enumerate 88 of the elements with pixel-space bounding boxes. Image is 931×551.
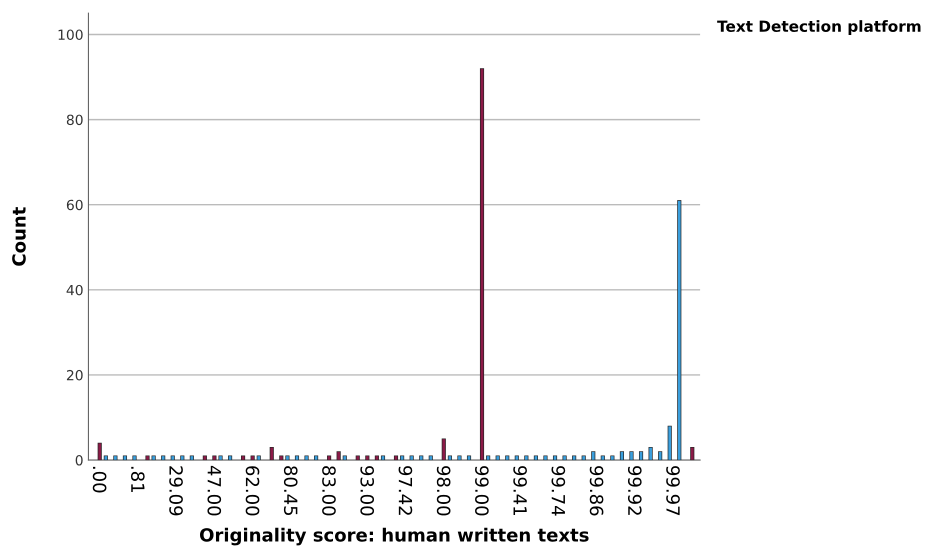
- bar: [294, 455, 300, 460]
- bar: [410, 455, 414, 460]
- bar: [486, 455, 490, 460]
- x-tick-label: 99.97: [666, 466, 680, 516]
- bar: [145, 455, 150, 460]
- bar: [524, 455, 528, 460]
- bar: [241, 455, 246, 460]
- bar: [543, 455, 548, 460]
- x-tick-label: 29.09: [169, 466, 183, 516]
- y-tick-label: 80: [66, 114, 83, 126]
- bar: [572, 455, 576, 460]
- bar: [250, 455, 255, 460]
- bar: [582, 455, 586, 460]
- bar: [212, 455, 216, 460]
- bar: [591, 451, 596, 460]
- bar: [648, 446, 653, 460]
- x-tick-label: 97.42: [398, 466, 412, 515]
- x-tick-label: 83.00: [322, 466, 336, 516]
- bar: [104, 455, 108, 460]
- bar: [113, 455, 118, 460]
- bar: [534, 455, 538, 460]
- bar: [190, 455, 194, 460]
- x-tick-label: 98.00: [436, 466, 450, 516]
- bar: [480, 68, 484, 460]
- bar: [270, 446, 274, 460]
- bar: [620, 451, 624, 460]
- y-tick-label: 0: [76, 455, 83, 466]
- bar: [170, 455, 175, 460]
- x-tick-label: .00: [92, 466, 106, 492]
- bar: [400, 455, 404, 460]
- bar: [562, 455, 567, 460]
- bar: [442, 438, 446, 460]
- bar: [256, 455, 261, 460]
- bar: [374, 455, 379, 460]
- x-tick-label: 99.41: [513, 466, 527, 515]
- bar: [98, 442, 102, 460]
- bar: [356, 455, 360, 460]
- bar: [327, 455, 332, 460]
- bar: [419, 455, 424, 460]
- bar: [496, 455, 500, 460]
- bar: [365, 455, 370, 460]
- bar: [122, 455, 128, 460]
- x-tick-label: 99.74: [552, 466, 566, 516]
- bar: [336, 451, 341, 460]
- y-axis-title: Count: [12, 207, 26, 266]
- bar: [690, 446, 694, 460]
- bar: [457, 455, 462, 460]
- bar: [677, 200, 682, 460]
- bar: [610, 455, 614, 460]
- bar: [514, 455, 519, 460]
- bar: [428, 455, 433, 460]
- bar: [279, 455, 284, 460]
- bar: [448, 455, 452, 460]
- bar: [285, 455, 290, 460]
- bar: [152, 455, 156, 460]
- bar: [161, 455, 166, 460]
- x-tick-label: 47.00: [207, 466, 222, 516]
- bar: [380, 455, 386, 460]
- bar: [342, 455, 347, 460]
- bar: [202, 455, 207, 460]
- bar: [218, 455, 223, 460]
- bar: [304, 455, 309, 460]
- y-tick-label: 20: [66, 370, 83, 380]
- bar: [658, 451, 662, 460]
- y-tick-label: 100: [58, 29, 83, 40]
- bar: [629, 451, 634, 460]
- x-tick-label: 99.00: [475, 466, 489, 516]
- x-tick-label: 99.86: [590, 466, 604, 516]
- legend-title: Text Detection platform: [717, 20, 920, 35]
- bar: [180, 455, 184, 460]
- x-axis-title: Originality score: human written texts: [200, 528, 589, 546]
- bar: [314, 455, 318, 460]
- bar: [552, 455, 558, 460]
- bar: [505, 455, 510, 460]
- bar: [638, 451, 644, 460]
- bar: [668, 426, 672, 460]
- x-tick-label: 80.45: [284, 466, 298, 516]
- x-tick-label: 62.00: [246, 466, 260, 516]
- y-tick-label: 60: [66, 200, 83, 210]
- bar: [394, 455, 398, 460]
- bar: [466, 455, 472, 460]
- bar: [600, 455, 605, 460]
- y-tick-label: 40: [66, 284, 83, 296]
- x-tick-label: .81: [130, 466, 145, 492]
- x-tick-label: 93.00: [360, 466, 374, 516]
- bar: [228, 455, 232, 460]
- x-tick-label: 99.92: [628, 466, 642, 515]
- bar: [132, 455, 137, 460]
